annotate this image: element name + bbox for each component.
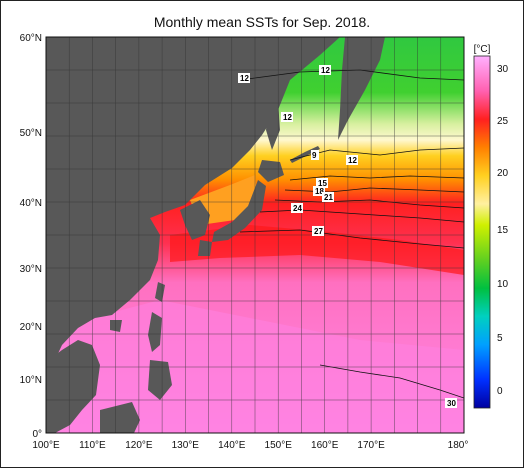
contour-label: 12 bbox=[321, 66, 330, 75]
lon-label: 120°E bbox=[125, 440, 153, 451]
lat-label: 20°N bbox=[20, 322, 42, 333]
contour-label: 24 bbox=[293, 204, 302, 213]
contour-label: 30 bbox=[447, 399, 456, 408]
colorbar-tick: 20 bbox=[497, 168, 509, 179]
land-masses bbox=[46, 37, 385, 433]
lon-label: 110°E bbox=[79, 440, 106, 451]
contour-label: 9 bbox=[312, 151, 317, 160]
contour-label: 12 bbox=[348, 156, 357, 165]
colorbar-tick: 25 bbox=[497, 116, 509, 127]
lat-label: 40°N bbox=[20, 198, 42, 209]
hainan bbox=[110, 320, 122, 332]
asia-continent bbox=[46, 37, 340, 362]
colorbar-tick: 30 bbox=[497, 64, 509, 75]
map-title: Monthly mean SSTs for Sep. 2018. bbox=[153, 14, 371, 30]
taiwan bbox=[155, 282, 165, 302]
contour-label: 27 bbox=[314, 227, 323, 236]
hokkaido bbox=[258, 160, 284, 182]
kamchatka bbox=[338, 37, 385, 140]
lon-label: 160°E bbox=[311, 440, 339, 451]
colorbar-tick: 0 bbox=[497, 386, 503, 397]
latitude-axis: 60°N 50°N 40°N 30°N 20°N 10°N 0° bbox=[20, 33, 42, 440]
borneo bbox=[100, 402, 140, 433]
lon-label: 130°E bbox=[172, 440, 200, 451]
contour-label-group: 12 12 12 9 12 15 18 21 24 27 30 bbox=[238, 65, 457, 408]
contour-label: 18 bbox=[315, 187, 324, 196]
contour-label: 21 bbox=[324, 193, 333, 202]
philippines-south bbox=[148, 360, 172, 400]
colorbar-ramp bbox=[473, 55, 491, 409]
colorbar-tick: 5 bbox=[497, 333, 503, 344]
lon-label: 170°E bbox=[357, 440, 385, 451]
kyushu bbox=[198, 240, 212, 256]
lat-label: 10°N bbox=[20, 375, 42, 386]
lon-label: 140°E bbox=[218, 440, 246, 451]
colorbar-unit: [°C] bbox=[474, 44, 491, 55]
longitude-axis: 100°E 110°E 120°E 130°E 140°E 150°E 160°… bbox=[32, 440, 468, 451]
map-border bbox=[45, 36, 465, 434]
colorbar-tick: 10 bbox=[497, 279, 509, 290]
contour-label: 12 bbox=[240, 74, 249, 83]
lat-label: 30°N bbox=[20, 264, 42, 275]
lat-label: 60°N bbox=[20, 33, 42, 44]
kuroshio-band bbox=[170, 225, 464, 275]
indochina bbox=[46, 340, 100, 433]
colorbar-tick: 15 bbox=[497, 225, 509, 236]
luzon bbox=[148, 312, 162, 352]
honshu bbox=[212, 180, 266, 242]
contour-label: 15 bbox=[318, 179, 327, 188]
korea bbox=[180, 200, 210, 240]
lat-label: 50°N bbox=[20, 128, 42, 139]
lat-label: 0° bbox=[32, 429, 42, 440]
graticule bbox=[46, 37, 464, 433]
colorbar: [°C] 30 25 20 15 10 5 0 bbox=[473, 44, 509, 409]
lon-label: 100°E bbox=[32, 440, 60, 451]
lon-label: 150°E bbox=[265, 440, 293, 451]
contour-label: 12 bbox=[283, 113, 292, 122]
lon-label: 180° bbox=[448, 440, 469, 451]
